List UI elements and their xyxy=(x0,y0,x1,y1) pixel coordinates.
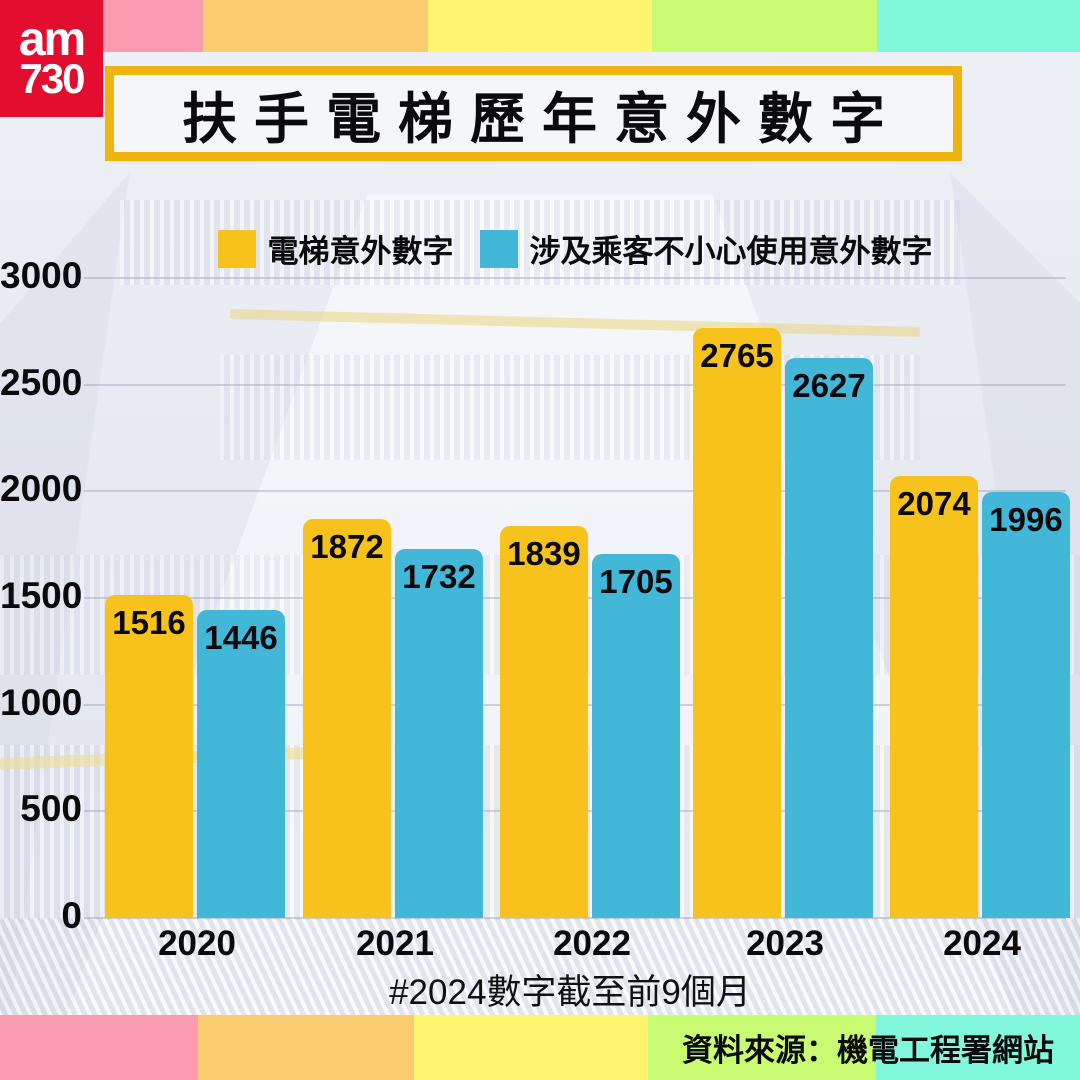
bar-yellow-2023: 2765 xyxy=(693,328,781,918)
y-axis-label: 500 xyxy=(20,788,82,830)
top-strip-segment xyxy=(877,0,1080,52)
legend-label: 電梯意外數字 xyxy=(267,234,454,269)
bar-value-label: 1872 xyxy=(310,528,384,565)
x-axis-label-2021: 2021 xyxy=(356,924,434,963)
bar-value-label: 1996 xyxy=(989,501,1063,538)
bar-blue-2024: 1996 xyxy=(982,492,1070,918)
bottom-color-strip xyxy=(0,1015,1080,1080)
top-strip-segment xyxy=(428,0,652,52)
gridline-2000 xyxy=(84,490,1066,493)
bar-blue-2022: 1705 xyxy=(592,554,680,918)
bar-blue-2020: 1446 xyxy=(197,610,285,918)
bottom-strip-segment xyxy=(198,1015,414,1080)
title-box: 扶手電梯歷年意外數字 xyxy=(105,66,962,161)
top-strip-segment xyxy=(203,0,428,52)
x-axis-label-2023: 2023 xyxy=(746,924,824,963)
top-strip-segment xyxy=(652,0,877,52)
am730-logo: am 730 xyxy=(0,0,103,117)
bottom-strip-segment xyxy=(414,1015,648,1080)
bar-yellow-2021: 1872 xyxy=(303,519,391,918)
bottom-strip-segment xyxy=(876,1015,1080,1080)
legend-swatch xyxy=(217,229,256,268)
gridline-0 xyxy=(84,917,1066,919)
bar-yellow-2022: 1839 xyxy=(500,526,588,918)
bar-yellow-2024: 2074 xyxy=(890,476,978,918)
bar-value-label: 2074 xyxy=(897,485,971,522)
bottom-strip-segment xyxy=(648,1015,876,1080)
page-title: 扶手電梯歷年意外數字 xyxy=(181,87,902,150)
bar-value-label: 1732 xyxy=(402,558,476,595)
gridline-2500 xyxy=(84,383,1066,386)
y-axis-label: 0 xyxy=(61,895,82,936)
footnote: #2024數字截至前9個月 xyxy=(389,973,751,1012)
bar-blue-2021: 1732 xyxy=(395,549,483,918)
bottom-strip-segment xyxy=(0,1015,198,1080)
bar-value-label: 2627 xyxy=(792,367,866,404)
y-axis-label: 1000 xyxy=(0,681,83,723)
bar-value-label: 1516 xyxy=(112,604,186,641)
x-axis-label-2024: 2024 xyxy=(943,924,1021,963)
y-axis-label: 3000 xyxy=(0,255,83,296)
legend-label: 涉及乘客不小心使用意外數字 xyxy=(529,234,933,269)
top-color-strip xyxy=(102,0,1080,52)
y-axis-label: 2500 xyxy=(0,361,83,403)
x-axis-label-2022: 2022 xyxy=(553,924,631,963)
bar-value-label: 2765 xyxy=(700,337,774,374)
bar-value-label: 1705 xyxy=(599,563,673,600)
x-axis-label-2020: 2020 xyxy=(158,924,236,963)
legend-item: 涉及乘客不小心使用意外數字 xyxy=(479,226,933,271)
y-axis-label: 1500 xyxy=(0,575,83,616)
y-axis-label: 2000 xyxy=(0,468,83,510)
logo-text-730: 730 xyxy=(19,55,85,103)
bar-value-label: 1446 xyxy=(204,619,278,656)
chart-legend: 電梯意外數字 涉及乘客不小心使用意外數字 xyxy=(70,226,1080,271)
bar-yellow-2020: 1516 xyxy=(105,595,193,918)
legend-item: 電梯意外數字 xyxy=(217,226,454,271)
legend-swatch xyxy=(479,229,518,268)
bar-value-label: 1839 xyxy=(507,535,581,572)
source-credit: 資料來源：機電工程署網站 xyxy=(682,1033,1054,1068)
logo-text-am: am xyxy=(18,12,86,66)
top-strip-segment xyxy=(102,0,203,52)
bar-blue-2023: 2627 xyxy=(785,358,873,918)
gridline-3000 xyxy=(84,277,1066,279)
